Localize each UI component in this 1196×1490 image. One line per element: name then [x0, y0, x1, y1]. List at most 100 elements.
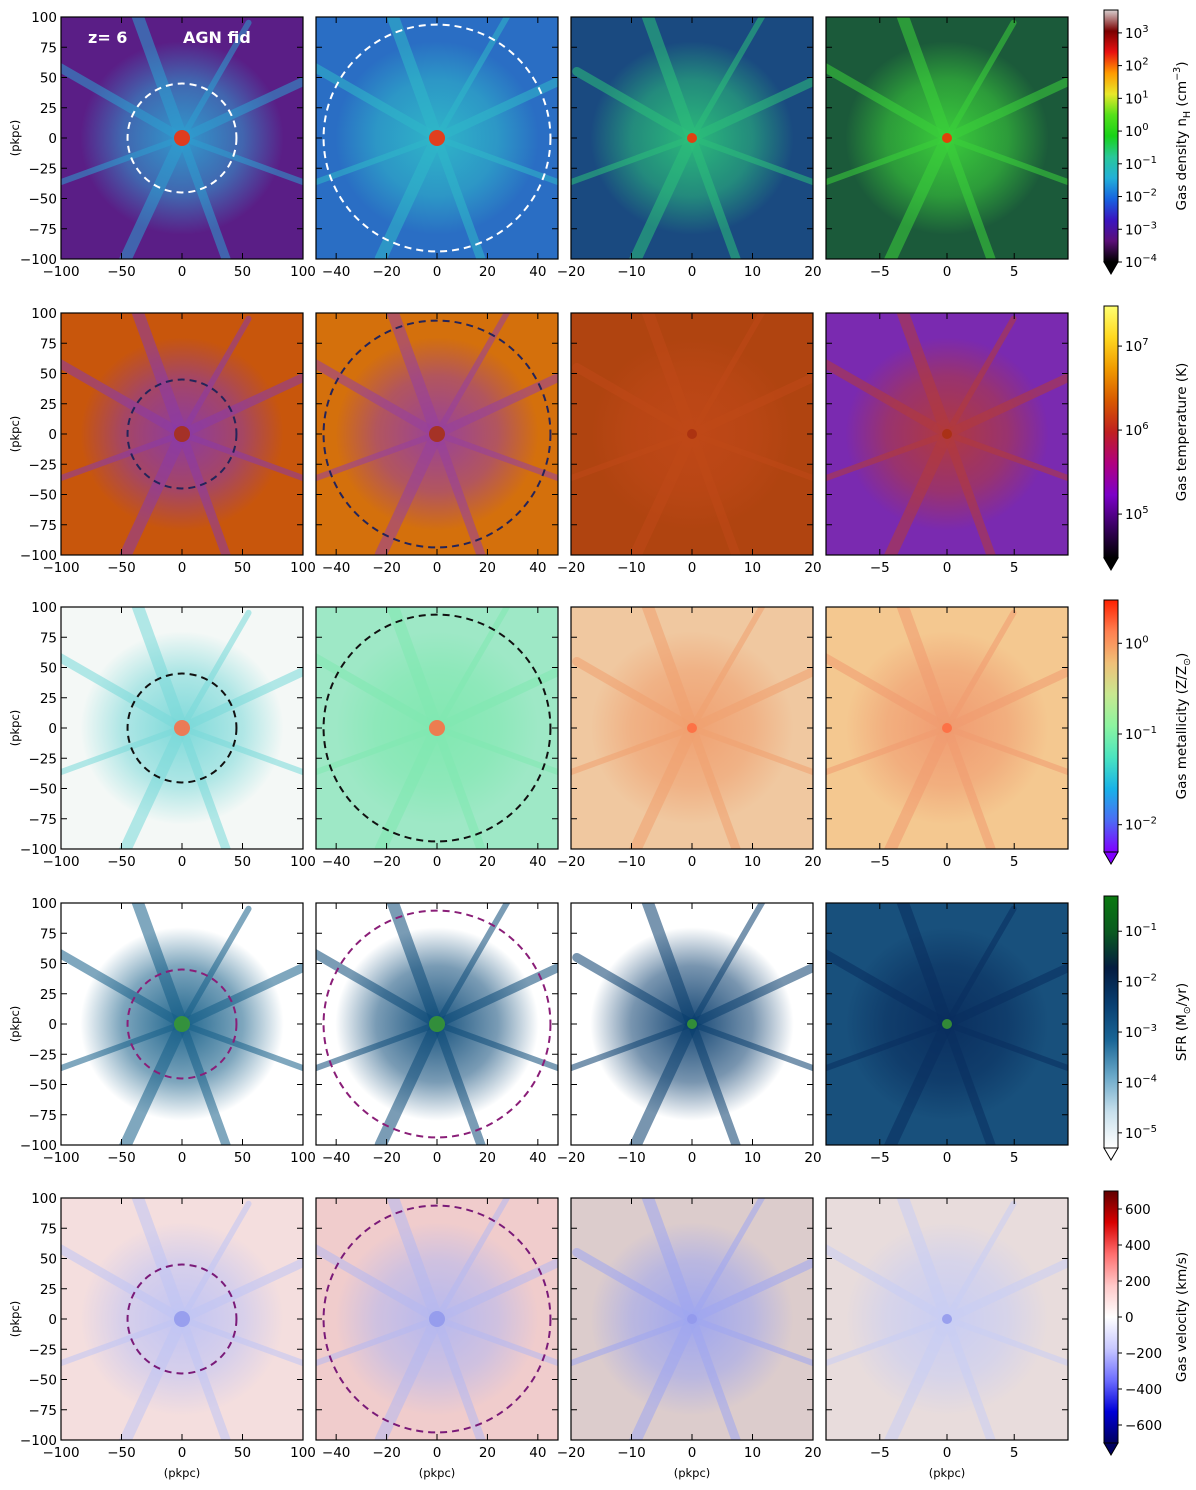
x-tick-label: 5 — [1010, 560, 1019, 576]
x-tick-label: −10 — [617, 1150, 646, 1166]
map-panel-r3-c3 — [826, 903, 1068, 1145]
x-tick-label: −20 — [372, 1445, 401, 1461]
x-tick-label: 0 — [178, 1150, 187, 1166]
y-tick-label: 100 — [31, 306, 57, 322]
tick-exponent: −4 — [1142, 253, 1157, 264]
gas-filament — [942, 133, 996, 259]
gas-filament — [572, 1247, 697, 1324]
gas-filament — [434, 1316, 558, 1367]
gas-filament — [179, 315, 252, 437]
x-tick-label: 0 — [688, 560, 697, 576]
gas-filament — [687, 723, 741, 849]
colorbar-tick-label: 0 — [1125, 1310, 1134, 1326]
gas-filament — [896, 17, 953, 144]
map-panel-r4-c3 — [826, 1198, 1068, 1440]
colorbar-tick-label: −600 — [1125, 1418, 1162, 1434]
x-tick-label: 20 — [479, 264, 496, 280]
y-tick-label: −50 — [29, 1373, 58, 1389]
colorbar-label-4: Gas velocity (km/s) — [1174, 1252, 1190, 1382]
tick-base: 10 — [1125, 255, 1142, 271]
gas-filament — [896, 607, 953, 734]
gas-filament — [689, 431, 813, 482]
tick-exponent: −4 — [1142, 1073, 1157, 1084]
x-tick-label: 0 — [688, 1150, 697, 1166]
gas-filament — [316, 1316, 440, 1367]
tick-exponent: −3 — [1142, 220, 1157, 231]
gas-filament — [944, 1316, 1068, 1367]
x-tick-label: −10 — [617, 264, 646, 280]
gas-filament — [374, 1313, 443, 1440]
gas-filament — [434, 1198, 511, 1322]
x-tick-label: 50 — [234, 1445, 251, 1461]
gas-filament — [687, 1019, 741, 1145]
gas-filament — [572, 952, 697, 1029]
y-tick-label: 75 — [40, 40, 57, 56]
x-tick-label: 20 — [479, 560, 496, 576]
y-tick-label: 50 — [40, 71, 57, 87]
gas-filament — [571, 135, 695, 186]
x-tick-label: −5 — [870, 854, 890, 870]
colorbar-tick-label: 10−1 — [1125, 725, 1157, 743]
x-tick-label: −100 — [42, 1150, 79, 1166]
y-tick-label: 100 — [31, 896, 57, 912]
x-tick-label: −50 — [107, 264, 136, 280]
x-tick-label: −100 — [42, 1445, 79, 1461]
x-tick-label: 40 — [529, 854, 546, 870]
label-superscript: −3 — [1172, 67, 1183, 81]
gas-filament — [942, 1257, 1068, 1324]
colorbar-extend-arrow — [1103, 851, 1119, 865]
tick-base: 10 — [1125, 91, 1142, 107]
x-tick-label: 40 — [529, 1445, 546, 1461]
tick-base: 10 — [1125, 818, 1142, 834]
colorbar-tick-label: 10−3 — [1125, 1023, 1157, 1041]
gas-filament — [572, 66, 697, 143]
x-tick-label: 0 — [433, 854, 442, 870]
gas-filament — [942, 76, 1068, 143]
gas-filament — [944, 431, 1068, 482]
x-tick-label: 20 — [804, 264, 821, 280]
gas-filament — [572, 362, 697, 439]
y-tick-label: 0 — [48, 1017, 57, 1033]
model-annotation: AGN fid — [183, 28, 251, 47]
x-tick-label: −5 — [870, 264, 890, 280]
colorbar-tick-label: 107 — [1125, 337, 1149, 355]
gas-filament — [316, 1243, 442, 1324]
y-tick-label: −100 — [20, 842, 57, 858]
gas-filament — [896, 313, 953, 440]
x-tick-label: 20 — [804, 1150, 821, 1166]
label-close: ) — [1174, 653, 1190, 658]
label-unit: (cm — [1174, 81, 1190, 111]
y-axis-label: (pkpc) — [8, 416, 22, 453]
colorbar-tick-label: 100 — [1125, 634, 1149, 652]
x-tick-label: −40 — [322, 264, 351, 280]
gas-filament — [61, 1316, 185, 1367]
gas-filament — [689, 725, 813, 776]
x-tick-label: 0 — [178, 264, 187, 280]
axis-ticks — [316, 16, 558, 260]
gas-filament — [374, 132, 443, 259]
gas-filament — [944, 1200, 1017, 1322]
label-close: ) — [1174, 62, 1190, 67]
gas-filament — [571, 725, 695, 776]
gas-filament — [374, 1018, 443, 1145]
gas-filament — [118, 722, 188, 849]
x-tick-label: 0 — [178, 560, 187, 576]
gas-filament — [316, 358, 442, 439]
gas-filament — [432, 76, 558, 143]
map-panel-r0-c0 — [61, 17, 303, 259]
y-tick-label: 25 — [40, 101, 57, 117]
axis-ticks — [316, 902, 558, 1146]
galaxy-core — [942, 133, 952, 143]
tick-exponent: 5 — [1142, 505, 1148, 516]
axis-ticks — [826, 16, 1068, 260]
gas-filament — [434, 431, 558, 482]
gas-filament — [434, 17, 511, 141]
gas-filament — [131, 1198, 188, 1325]
gas-filament — [883, 722, 953, 849]
x-tick-label: 20 — [479, 1150, 496, 1166]
x-axis-label: (pkpc) — [419, 1466, 456, 1480]
colorbar-label-text: Gas metallicity (Z/Z — [1174, 666, 1190, 799]
tick-exponent: −3 — [1142, 1023, 1157, 1034]
gas-filament — [641, 903, 698, 1030]
map-panel-r2-c3 — [826, 607, 1068, 849]
